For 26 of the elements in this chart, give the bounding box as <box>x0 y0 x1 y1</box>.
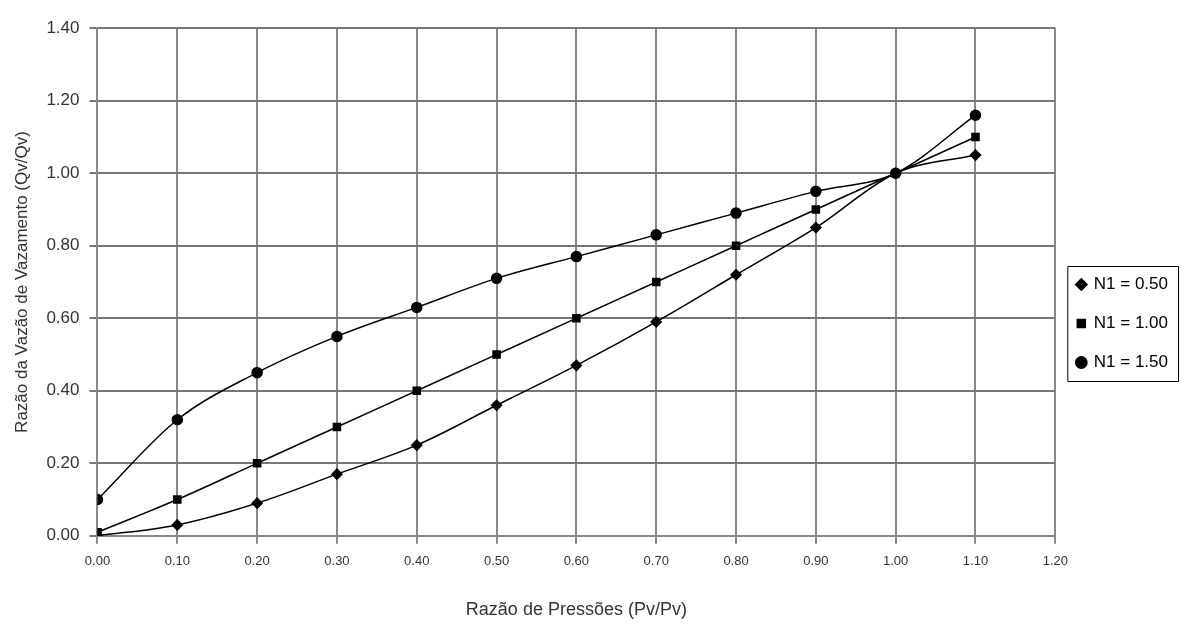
y-tick-label: 0.40 <box>46 380 80 400</box>
y-tick-label: 1.40 <box>46 17 80 37</box>
x-tick-label: 0.60 <box>563 553 590 569</box>
x-axis-title: Razão de Pressões (Pv/Pv) <box>465 599 687 620</box>
x-tick-label: 0.10 <box>164 553 190 569</box>
y-tick-label: 1.20 <box>46 90 80 110</box>
legend-label: N1 = 1.00 <box>1093 313 1169 333</box>
x-tick-label: 0.20 <box>244 553 270 569</box>
x-tick-label: 0.40 <box>404 553 430 569</box>
y-tick-label: 1.00 <box>46 162 80 182</box>
x-tick-label: 0.90 <box>803 553 829 569</box>
legend-label: N1 = 1.50 <box>1093 352 1169 372</box>
y-tick-label: 0.80 <box>46 235 80 255</box>
y-tick-label: 0.00 <box>46 525 80 545</box>
x-tick-label: 1.00 <box>883 553 909 569</box>
x-tick-label: 0.30 <box>324 553 350 569</box>
x-tick-label: 1.10 <box>962 553 989 569</box>
y-tick-label: 0.20 <box>46 452 80 472</box>
x-tick-label: 1.20 <box>1042 553 1068 569</box>
x-tick-label: 0.00 <box>84 553 111 569</box>
x-tick-label: 0.80 <box>723 553 749 569</box>
x-tick-label: 0.70 <box>643 553 669 569</box>
y-axis-title: Razão da Vazão de Vazamento (Qv/Qv) <box>11 131 31 433</box>
y-tick-label: 0.60 <box>46 307 80 327</box>
legend-label: N1 = 0.50 <box>1093 274 1169 294</box>
x-tick-label: 0.50 <box>483 553 510 569</box>
